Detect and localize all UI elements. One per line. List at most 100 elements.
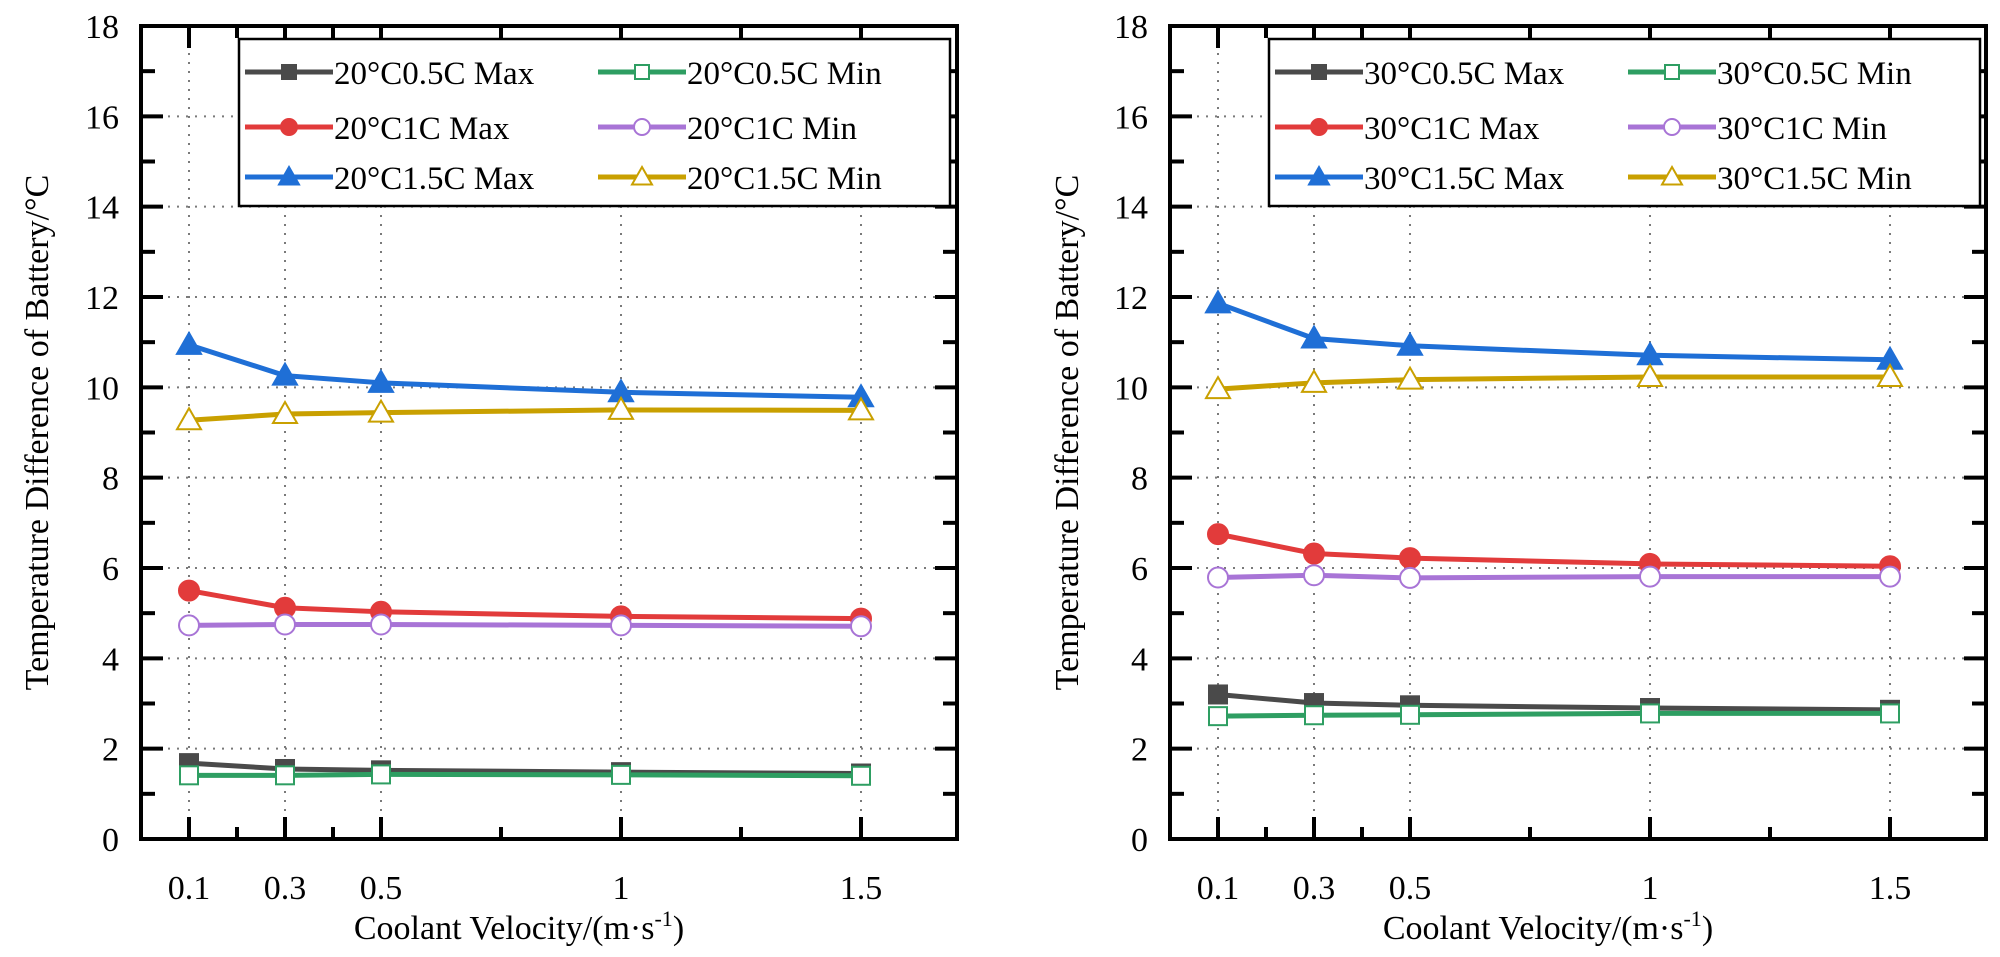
x-tick-label: 1 [613, 870, 630, 907]
data-point [1204, 375, 1232, 400]
y-tick-label: 10 [1114, 370, 1148, 407]
series-20-c0-5c-min [179, 764, 871, 786]
data-point [1636, 362, 1664, 387]
data-point [178, 614, 200, 637]
y-tick-label: 16 [1114, 99, 1148, 136]
x-tick-label: 0.3 [1293, 870, 1336, 907]
plot-frame [1168, 24, 1988, 841]
data-point [1396, 331, 1424, 356]
legend-label: 30°C0.5C Max [1364, 56, 1565, 92]
legend-marker-square-icon [1664, 64, 1680, 80]
data-point [367, 398, 395, 423]
legend-item: 20°C1C Max [245, 111, 510, 147]
legend-label: 30°C0.5C Min [1717, 56, 1912, 92]
x-axis-title-superscript: -1 [1683, 906, 1701, 931]
y-tick-label: 8 [102, 461, 119, 498]
chart-panel-30c: 0 2 4 6 8 10 12 14 16 18 0.1 0.3 0.5 1 1.5 Coolant Velo… [1049, 9, 1988, 947]
data-point [175, 406, 203, 431]
x-tick-label: 0.3 [264, 870, 307, 907]
data-point [1396, 365, 1424, 390]
chart-panel-20c: 0 2 4 6 8 10 12 14 16 18 0.1 0.3 0.5 1 1.5 Coolant Velo… [19, 9, 959, 947]
y-tick-label: 8 [1131, 461, 1148, 498]
legend: 30°C0.5C Max 30°C0.5C Min 30°C1C Max 30°C1C… [1267, 37, 1982, 208]
x-axis-title-superscript: -1 [654, 906, 672, 931]
x-tick-label: 0.5 [1389, 870, 1432, 907]
legend-item: 20°C0.5C Max [245, 56, 535, 92]
data-point [1303, 564, 1325, 587]
data-point [175, 330, 203, 355]
y-tick-label: 4 [102, 641, 119, 678]
series-30-c1-5c-min [1204, 362, 1904, 400]
data-point [1399, 566, 1421, 589]
data-point [1204, 289, 1232, 314]
y-tick-label: 12 [1114, 280, 1148, 317]
legend-marker-square-icon [281, 64, 297, 80]
y-tick-label: 10 [85, 370, 119, 407]
x-axis-title: Coolant Velocity/(m·s-1) [1383, 906, 1713, 947]
data-point [1207, 566, 1229, 589]
data-point [275, 765, 295, 786]
legend-label: 30°C1C Min [1717, 111, 1887, 147]
data-point [607, 395, 635, 420]
x-tick-label: 1.5 [1869, 870, 1912, 907]
data-point [371, 764, 391, 785]
x-tick-label: 0.1 [168, 870, 211, 907]
legend-label: 20°C1C Max [334, 111, 510, 147]
data-point [1640, 703, 1660, 724]
data-point [179, 765, 199, 786]
legend-item: 30°C1.5C Min [1628, 161, 1912, 197]
data-point [1208, 684, 1228, 705]
plot-frame [139, 24, 959, 841]
data-point [271, 399, 299, 424]
data-point [1879, 565, 1901, 588]
data-point [1399, 547, 1421, 570]
legend-marker-triangle-icon [1307, 164, 1331, 186]
series-30-c0-5c-min [1208, 703, 1900, 727]
x-tick-label: 0.5 [360, 870, 403, 907]
legend-marker-triangle-icon [277, 164, 301, 186]
y-tick-label: 18 [85, 9, 119, 46]
series-20-c1-5c-min [175, 395, 875, 431]
legend-item: 20°C0.5C Min [598, 56, 882, 92]
series-group [175, 330, 875, 786]
x-axis-title-main: Coolant Velocity/(m·s [354, 910, 655, 947]
legend: 20°C0.5C Max 20°C0.5C Min 20°C1C Max 20°C1C… [237, 37, 952, 208]
series-group [1204, 289, 1904, 727]
legend-item: 30°C0.5C Max [1275, 56, 1565, 92]
data-point [1639, 565, 1661, 588]
legend-item: 30°C1.5C Max [1275, 161, 1565, 197]
x-tick-label: 1 [1642, 870, 1659, 907]
data-point [851, 765, 871, 786]
legend-item: 30°C0.5C Min [1628, 56, 1912, 92]
y-tick-label: 6 [102, 551, 119, 588]
legend-label: 30°C1.5C Max [1364, 161, 1565, 197]
data-point [847, 396, 875, 421]
y-tick-label: 2 [1131, 732, 1148, 769]
legend-item: 20°C1C Min [598, 111, 857, 147]
legend-item: 20°C1.5C Max [245, 161, 535, 197]
y-tick-label: 0 [102, 822, 119, 859]
data-point [367, 368, 395, 393]
legend-marker-circle-icon [633, 118, 651, 136]
y-tick-label: 18 [1114, 9, 1148, 46]
data-point [1880, 703, 1900, 724]
y-tick-label: 2 [102, 732, 119, 769]
x-tick-label: 1.5 [840, 870, 883, 907]
legend-box [1267, 37, 1982, 208]
legend-label: 30°C1C Max [1364, 111, 1540, 147]
y-tick-label: 0 [1131, 822, 1148, 859]
data-point [850, 615, 872, 638]
x-axis-title-close: ) [673, 910, 684, 947]
legend-item: 30°C1C Min [1628, 111, 1887, 147]
legend-box [237, 37, 952, 208]
legend-label: 20°C0.5C Min [687, 56, 882, 92]
series-20-c1c-min [178, 613, 872, 638]
y-tick-label: 16 [85, 99, 119, 136]
data-point [1303, 542, 1325, 565]
x-tick-label: 0.1 [1197, 870, 1240, 907]
y-axis-title: Temperature Difference of Battery/°C [19, 175, 56, 691]
x-axis-title: Coolant Velocity/(m·s-1) [354, 906, 684, 947]
series-20-c1-5c-max [175, 330, 875, 408]
data-point [178, 579, 200, 602]
legend-marker-triangle-icon [630, 164, 654, 186]
